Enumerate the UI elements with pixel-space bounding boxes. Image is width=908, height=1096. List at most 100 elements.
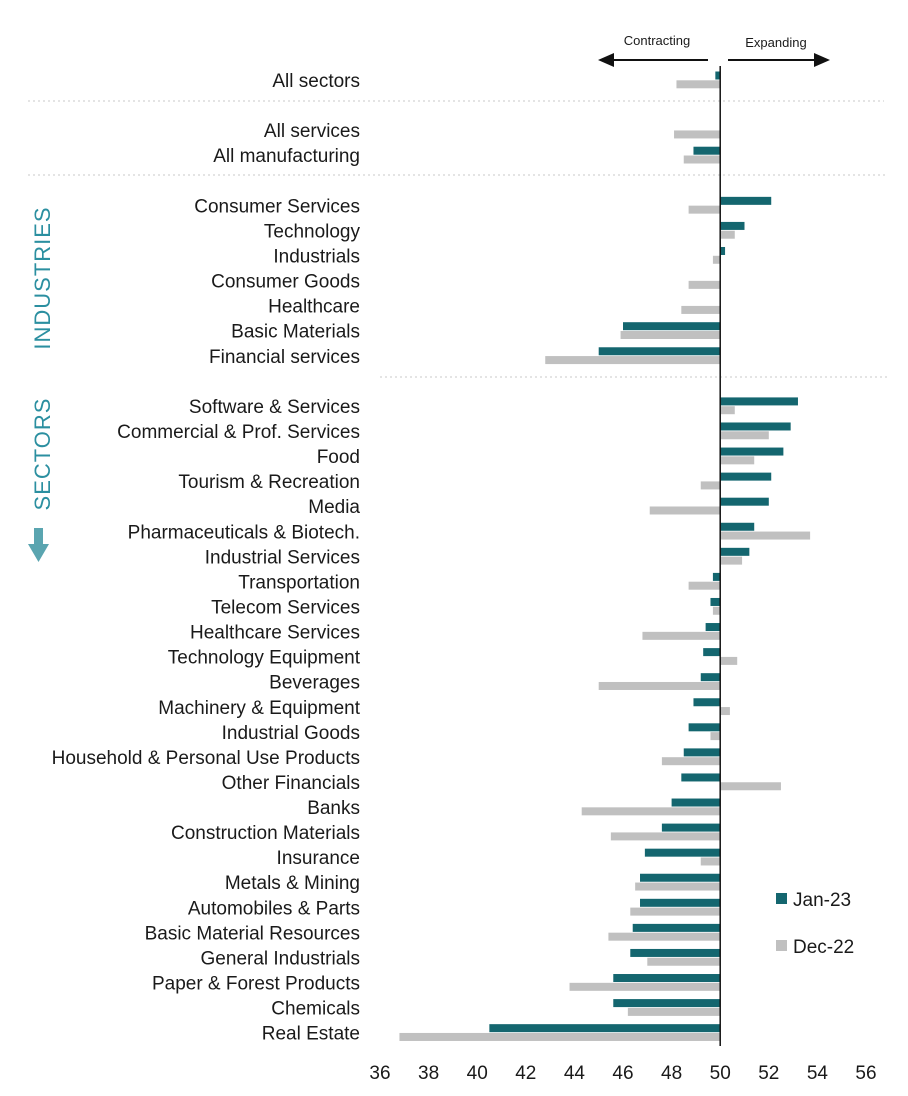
category-label: Real Estate	[262, 1024, 360, 1045]
x-tick-label: 50	[710, 1063, 731, 1084]
bar-dec-22	[720, 230, 735, 239]
category-label: Automobiles & Parts	[188, 898, 360, 919]
bar-jan-23	[623, 322, 721, 331]
bar-dec-22	[700, 481, 721, 490]
legend-label-jan: Jan-23	[793, 890, 851, 911]
category-label: Metals & Mining	[225, 873, 360, 894]
category-label: Commercial & Prof. Services	[117, 422, 360, 443]
category-label: Tourism & Recreation	[178, 472, 360, 493]
bar-jan-23	[661, 823, 721, 832]
category-label: All manufacturing	[213, 146, 360, 167]
category-label: Financial services	[209, 347, 360, 368]
bar-jan-23	[710, 597, 721, 606]
category-label: Transportation	[238, 572, 360, 593]
bar-jan-23	[720, 196, 772, 205]
bar-dec-22	[642, 631, 721, 640]
bar-dec-22	[635, 882, 721, 891]
group-separators	[28, 100, 888, 378]
category-label: Industrials	[273, 246, 360, 267]
category-label: Media	[308, 497, 360, 518]
category-label: Banks	[307, 798, 360, 819]
expanding-label: Expanding	[745, 35, 806, 50]
category-label: Basic Material Resources	[145, 923, 360, 944]
bar-jan-23	[720, 472, 772, 481]
legend-swatch-jan	[776, 893, 787, 904]
bar-dec-22	[608, 932, 721, 941]
bar-jan-23	[640, 873, 721, 882]
bar-dec-22	[720, 656, 738, 665]
bar-jan-23	[720, 397, 798, 406]
category-label: Basic Materials	[231, 322, 360, 343]
bar-jan-23	[705, 623, 721, 632]
x-tick-label: 52	[758, 1063, 779, 1084]
industries-side-label: INDUSTRIES	[30, 206, 55, 349]
bar-dec-22	[569, 982, 721, 991]
category-label: Pharmaceuticals & Biotech.	[128, 522, 360, 543]
bar-dec-22	[720, 531, 811, 540]
bar-jan-23	[693, 146, 721, 155]
bar-dec-22	[630, 907, 721, 916]
bar-jan-23	[683, 748, 721, 757]
category-label: Other Financials	[222, 773, 360, 794]
bar-dec-22	[610, 832, 721, 841]
bar-dec-22	[674, 130, 721, 139]
x-tick-label: 36	[369, 1063, 390, 1084]
bar-jan-23	[644, 848, 721, 857]
category-label: All services	[264, 121, 360, 142]
expanding-arrow-icon	[728, 53, 830, 67]
bar-dec-22	[545, 356, 721, 365]
bar-jan-23	[688, 723, 721, 732]
bar-jan-23	[489, 1024, 721, 1033]
bar-dec-22	[598, 681, 721, 690]
bar-jan-23	[598, 347, 721, 356]
bar-dec-22	[720, 556, 743, 565]
bar-dec-22	[620, 331, 721, 339]
bar-dec-22	[581, 807, 721, 816]
category-label: Consumer Goods	[211, 272, 360, 293]
bar-dec-22	[647, 957, 721, 966]
bar-dec-22	[683, 155, 721, 164]
bar-jan-23	[720, 547, 750, 556]
category-label: Machinery & Equipment	[158, 698, 360, 719]
category-label: Healthcare Services	[190, 623, 360, 644]
bar-jan-23	[613, 974, 721, 983]
category-label: Food	[317, 447, 360, 468]
bar-jan-23	[681, 773, 721, 782]
bar-dec-22	[700, 857, 721, 866]
category-label: All sectors	[272, 71, 360, 92]
bar-dec-22	[676, 80, 721, 89]
bar-jan-23	[720, 522, 755, 531]
bars-layer	[399, 71, 811, 1041]
category-label: Consumer Services	[194, 196, 360, 217]
bar-dec-22	[720, 406, 735, 415]
category-label: Chemicals	[271, 999, 360, 1020]
category-label: Paper & Forest Products	[152, 974, 360, 995]
direction-indicator: Contracting Expanding	[598, 33, 830, 67]
category-label: Insurance	[277, 848, 360, 869]
bar-dec-22	[399, 1032, 721, 1041]
category-label: Construction Materials	[171, 823, 360, 844]
bar-jan-23	[715, 71, 721, 80]
bar-jan-23	[720, 221, 745, 230]
category-label: Technology Equipment	[168, 648, 361, 669]
bar-jan-23	[720, 447, 784, 456]
category-labels: All sectors All services All manufacturing…	[52, 71, 361, 1045]
x-axis-ticks: 36 38 40 42 44 46 48 50 52 54 56	[369, 1063, 876, 1084]
bar-jan-23	[720, 422, 791, 431]
bar-dec-22	[720, 707, 730, 716]
bar-jan-23	[712, 572, 721, 581]
bar-jan-23	[630, 948, 721, 957]
x-tick-label: 44	[564, 1063, 586, 1084]
down-arrow-icon	[28, 528, 49, 562]
bar-jan-23	[720, 497, 769, 506]
bar-dec-22	[661, 757, 721, 766]
bar-dec-22	[688, 581, 721, 590]
category-label: Software & Services	[189, 397, 360, 418]
bar-jan-23	[693, 698, 721, 707]
category-label: Healthcare	[268, 297, 360, 318]
x-tick-label: 42	[515, 1063, 536, 1084]
bar-jan-23	[640, 898, 721, 907]
bar-dec-22	[627, 1007, 721, 1016]
legend-label-dec: Dec-22	[793, 937, 854, 958]
